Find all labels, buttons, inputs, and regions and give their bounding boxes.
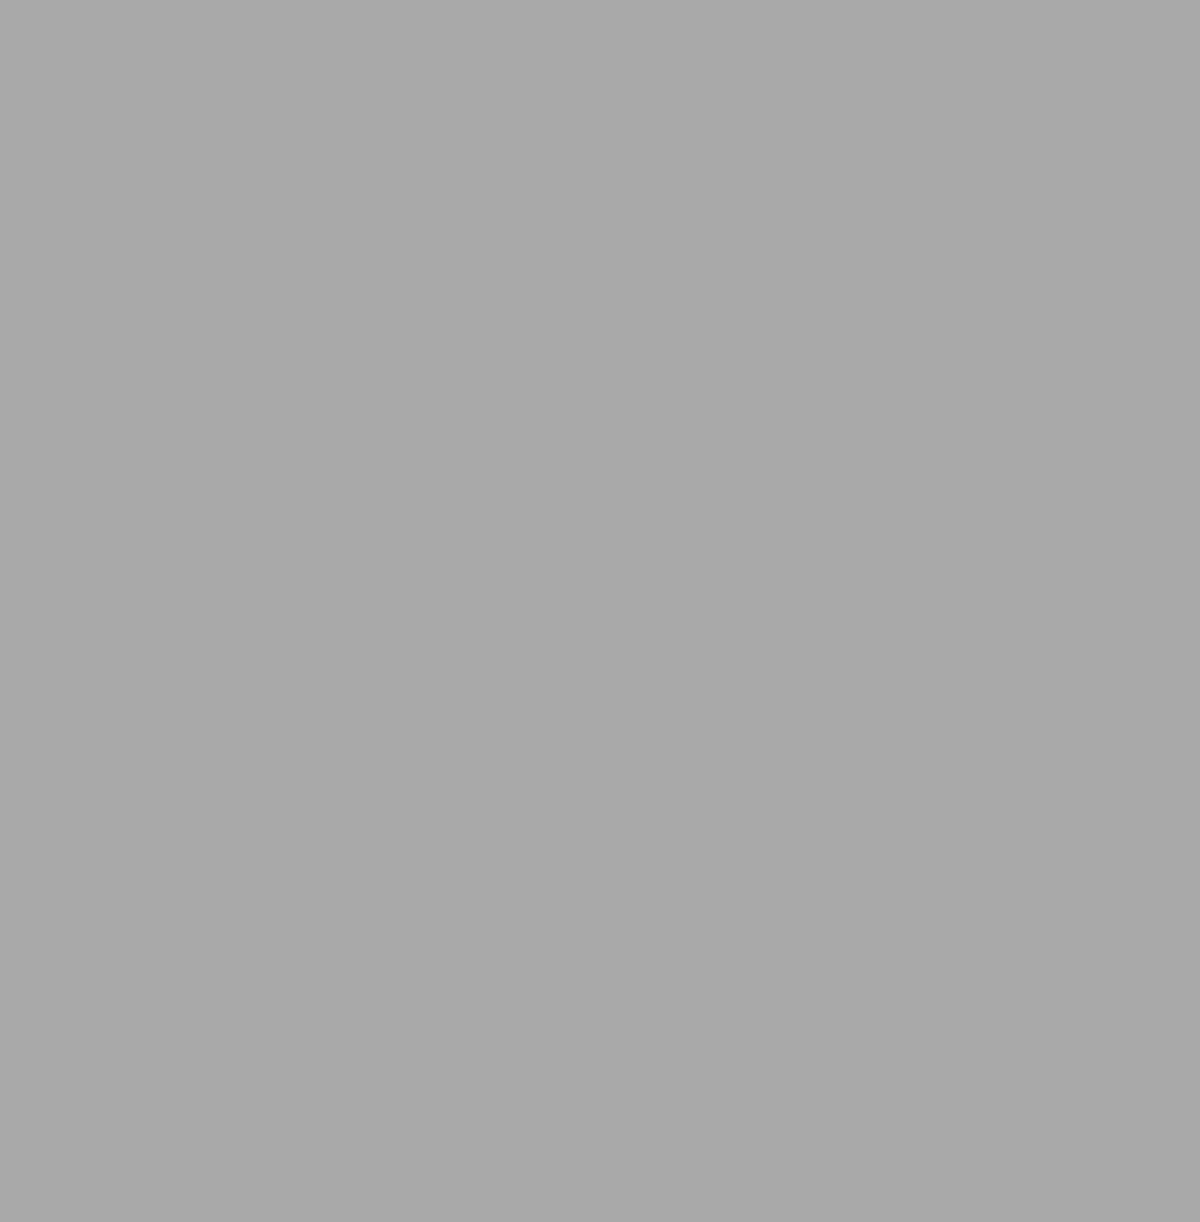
Text: ?: ? bbox=[677, 248, 688, 266]
Text: ▼: ▼ bbox=[562, 811, 571, 825]
Text: Supply of Euros: Supply of Euros bbox=[601, 490, 698, 503]
Text: On the following graph, show the effect of an expansion in the United States tha: On the following graph, show the effect … bbox=[35, 185, 898, 199]
Text: Grade It Now: Grade It Now bbox=[758, 1196, 856, 1209]
Text: Under a system of flexible exchange rates, the dollar will: Under a system of flexible exchange rate… bbox=[35, 811, 432, 826]
Text: 5. Balance of payments and the foreign exchange market: 5. Balance of payments and the foreign e… bbox=[35, 62, 528, 77]
Text: an economic expansion in the United States leads to an increase in the incomes o: an economic expansion in the United Stat… bbox=[35, 125, 1026, 139]
Text: Lower interest rates by way of monetary policy.: Lower interest rates by way of monetary … bbox=[82, 960, 413, 974]
Circle shape bbox=[662, 237, 703, 279]
Text: Reduce income taxes in the United States.: Reduce income taxes in the United States… bbox=[82, 1035, 377, 1048]
Text: Sell U.S. euro reserves in the foreign exchange market.: Sell U.S. euro reserves in the foreign e… bbox=[82, 995, 466, 1009]
Text: Supply of Euros: Supply of Euros bbox=[434, 320, 532, 332]
X-axis label: QUANTITY OF EUROS (Billions of euros): QUANTITY OF EUROS (Billions of euros) bbox=[268, 781, 512, 794]
Y-axis label: DOLLAR PRICE OF EUROS: DOLLAR PRICE OF EUROS bbox=[52, 435, 65, 585]
Text: per euro.: per euro. bbox=[194, 842, 258, 855]
Text: Now suppose that the United States maintains a fixed exchange rate of $2.00 per : Now suppose that the United States maint… bbox=[35, 895, 1064, 909]
Text: 1.5: 1.5 bbox=[163, 18, 185, 32]
Text: $: $ bbox=[35, 842, 44, 855]
Text: Demand for Euros: Demand for Euros bbox=[434, 620, 547, 633]
Text: the balance-of-payments deficit from driving the exchange rate to the new equili: the balance-of-payments deficit from dri… bbox=[35, 916, 829, 931]
Text: The following graph shows the market for euros in terms of dollars. The market i: The following graph shows the market for… bbox=[35, 100, 1082, 114]
Text: 1.7: 1.7 bbox=[118, 18, 140, 32]
Text: Attempts: Attempts bbox=[35, 18, 98, 32]
Text: Demand for Euros: Demand for Euros bbox=[601, 382, 714, 395]
Text: Keep the Highest 1.7 / 3: Keep the Highest 1.7 / 3 bbox=[325, 18, 492, 32]
Text: until the foreign exchange market reaches an equilibrium exchange rate of: until the foreign exchange market reache… bbox=[580, 811, 1103, 826]
